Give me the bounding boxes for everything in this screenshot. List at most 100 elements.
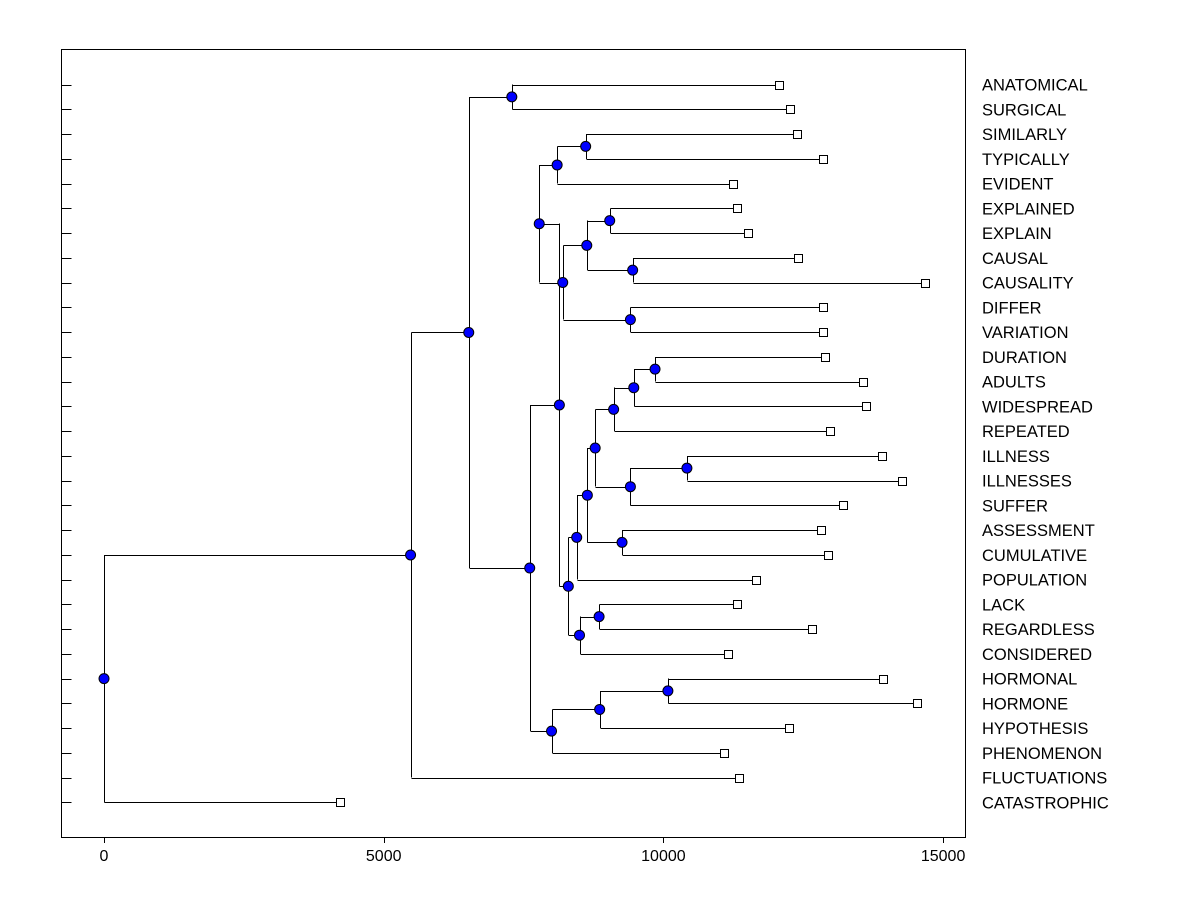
- leaf-marker-cumulative: [824, 551, 833, 560]
- leaf-label-illness: ILLNESS: [982, 448, 1050, 466]
- leaf-marker-similarly: [793, 130, 802, 139]
- merge-node: [616, 536, 628, 548]
- leaf-marker-widespread: [862, 402, 871, 411]
- leaf-marker-explained: [733, 204, 742, 213]
- leaf-label-regardless: REGARDLESS: [982, 621, 1095, 639]
- leaf-label-similarly: SIMILARLY: [982, 126, 1067, 144]
- leaf-marker-typically: [819, 155, 828, 164]
- leaf-label-illnesses: ILLNESSES: [982, 473, 1072, 491]
- leaf-markers: [336, 81, 930, 807]
- leaf-label-assessment: ASSESSMENT: [982, 522, 1095, 540]
- leaf-marker-adults: [859, 378, 868, 387]
- leaf-marker-repeated: [826, 427, 835, 436]
- leaf-marker-evident: [729, 180, 738, 189]
- merge-node: [593, 611, 605, 623]
- merge-node: [574, 629, 586, 641]
- merge-node: [624, 314, 636, 326]
- merge-node: [562, 580, 574, 592]
- leaf-label-hormonal: HORMONAL: [982, 671, 1077, 689]
- merge-node: [649, 363, 661, 375]
- leaf-marker-causality: [921, 279, 930, 288]
- merge-node: [533, 218, 545, 230]
- merge-node: [608, 403, 620, 415]
- x-tick-label: 10000: [641, 848, 686, 865]
- leaf-label-duration: DURATION: [982, 349, 1067, 367]
- leaf-label-explain: EXPLAIN: [982, 225, 1052, 243]
- leaf-marker-hormonal: [879, 675, 888, 684]
- merge-node: [580, 140, 592, 152]
- leaf-marker-explain: [744, 229, 753, 238]
- leaf-label-anatomical: ANATOMICAL: [982, 77, 1088, 95]
- leaf-label-lack: LACK: [982, 596, 1025, 614]
- merge-node: [662, 685, 674, 697]
- merge-node: [681, 462, 693, 474]
- leaf-marker-assessment: [817, 526, 826, 535]
- leaf-marker-differ: [819, 303, 828, 312]
- leaf-marker-surgical: [786, 105, 795, 114]
- leaf-label-typically: TYPICALLY: [982, 151, 1070, 169]
- merge-node: [98, 673, 110, 685]
- leaf-label-hormone: HORMONE: [982, 695, 1068, 713]
- x-tick-label: 0: [100, 848, 109, 865]
- leaf-marker-lack: [733, 600, 742, 609]
- x-tick-label: 5000: [366, 848, 402, 865]
- leaf-label-widespread: WIDESPREAD: [982, 398, 1093, 416]
- merge-node: [581, 489, 593, 501]
- merge-node: [628, 382, 640, 394]
- merge-node: [506, 91, 518, 103]
- y-axis-ticks: [61, 85, 72, 803]
- leaf-marker-considered: [724, 650, 733, 659]
- leaf-marker-illnesses: [898, 477, 907, 486]
- leaf-marker-illness: [878, 452, 887, 461]
- leaf-marker-variation: [819, 328, 828, 337]
- merge-node: [524, 562, 536, 574]
- leaf-marker-hypothesis: [785, 724, 794, 733]
- dendrogram-links: [104, 84, 926, 803]
- leaf-marker-suffer: [839, 501, 848, 510]
- leaf-marker-fluctuations: [735, 774, 744, 783]
- merge-node: [604, 215, 616, 227]
- leaf-label-hypothesis: HYPOTHESIS: [982, 720, 1088, 738]
- merge-node: [546, 725, 558, 737]
- leaf-label-surgical: SURGICAL: [982, 101, 1066, 119]
- merge-node: [594, 703, 606, 715]
- leaf-label-causal: CAUSAL: [982, 250, 1048, 268]
- merge-node: [624, 481, 636, 493]
- leaf-label-differ: DIFFER: [982, 299, 1042, 317]
- leaf-label-repeated: REPEATED: [982, 423, 1070, 441]
- merge-node: [589, 442, 601, 454]
- x-axis: 0 5000 10000 15000: [100, 837, 966, 865]
- leaf-label-considered: CONSIDERED: [982, 646, 1092, 664]
- leaf-label-catastrophic: CATASTROPHIC: [982, 794, 1109, 812]
- merge-node: [553, 399, 565, 411]
- leaf-labels: ANATOMICAL SURGICAL SIMILARLY TYPICALLY EVID…: [982, 77, 1109, 813]
- leaf-label-phenomenon: PHENOMENON: [982, 745, 1102, 763]
- merge-node: [405, 549, 417, 561]
- leaf-marker-regardless: [808, 625, 817, 634]
- merge-node: [581, 239, 593, 251]
- merge-node: [571, 531, 583, 543]
- leaf-marker-duration: [821, 353, 830, 362]
- leaf-label-fluctuations: FLUCTUATIONS: [982, 770, 1107, 788]
- leaf-label-suffer: SUFFER: [982, 497, 1048, 515]
- leaf-marker-anatomical: [775, 81, 784, 90]
- leaf-marker-phenomenon: [720, 749, 729, 758]
- merge-node: [627, 264, 639, 276]
- leaf-label-evident: EVIDENT: [982, 176, 1054, 194]
- merge-nodes: [98, 91, 693, 737]
- leaf-marker-population: [752, 576, 761, 585]
- leaf-label-variation: VARIATION: [982, 324, 1068, 342]
- merge-node: [463, 326, 475, 338]
- merge-node: [557, 277, 569, 288]
- leaf-marker-catastrophic: [336, 798, 345, 807]
- leaf-marker-hormone: [913, 699, 922, 708]
- leaf-label-causality: CAUSALITY: [982, 275, 1074, 293]
- leaf-label-adults: ADULTS: [982, 374, 1046, 392]
- leaf-label-population: POPULATION: [982, 572, 1087, 590]
- merge-node: [551, 159, 563, 171]
- leaf-marker-causal: [794, 254, 803, 263]
- x-tick-label: 15000: [921, 848, 966, 865]
- plot-frame: [61, 49, 966, 838]
- leaf-label-explained: EXPLAINED: [982, 200, 1075, 218]
